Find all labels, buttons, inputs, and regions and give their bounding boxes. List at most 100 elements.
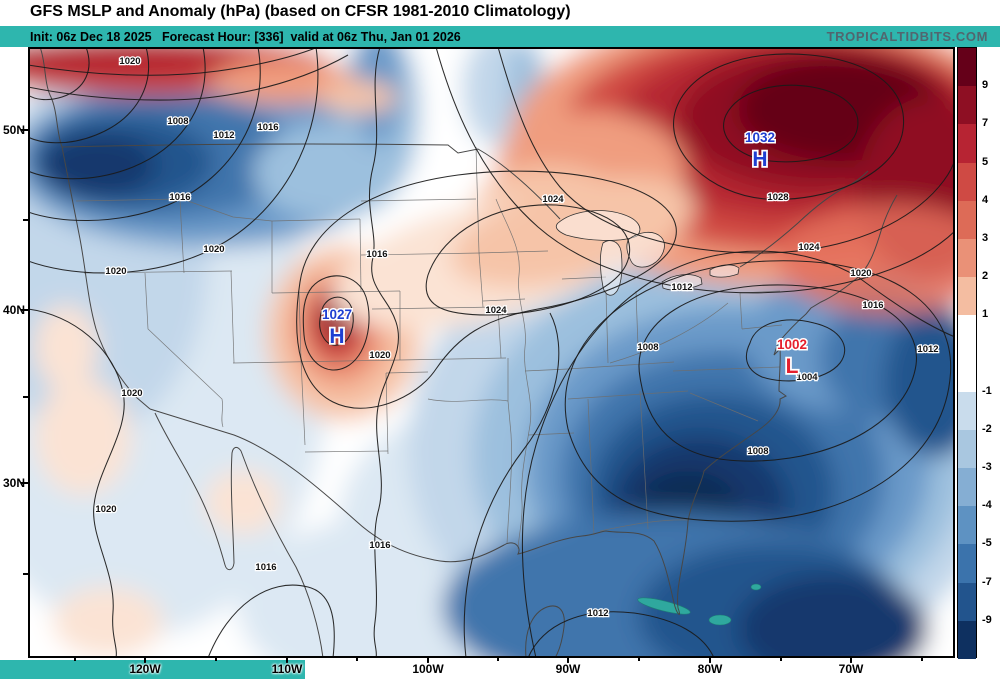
- axis-tick: [356, 657, 358, 661]
- info-bar: Init: 06z Dec 18 2025 Forecast Hour: [33…: [0, 26, 1000, 47]
- axis-tick: [23, 396, 28, 398]
- isobar-value-label: 1020: [121, 388, 142, 399]
- island-shape: [637, 597, 691, 615]
- state-border-line: [304, 450, 389, 453]
- axis-tick: [21, 309, 28, 311]
- lon-tick-label: 120W: [129, 662, 161, 676]
- state-border-line: [385, 372, 389, 455]
- coastline-path: [429, 194, 898, 615]
- isobar-path: [28, 47, 150, 144]
- axis-tick: [638, 657, 640, 661]
- lake-shape: [599, 240, 623, 296]
- colorbar-tick-label: -4: [982, 499, 992, 512]
- isobar-value-label: 1016: [366, 249, 387, 260]
- colorbar-segment: [958, 277, 976, 316]
- anomaly-blob: [205, 470, 281, 534]
- isobar-path: [28, 47, 319, 76]
- colorbar-tick-label: -3: [982, 461, 992, 474]
- isobar-value-label: 1024: [798, 242, 820, 253]
- state-border-line: [524, 368, 569, 372]
- axis-tick: [497, 657, 499, 661]
- isobar-path: [564, 260, 952, 522]
- state-border-line: [300, 359, 306, 446]
- anomaly-blob: [53, 587, 163, 657]
- isobar-path: [497, 47, 955, 254]
- lat-tick-label: 40N: [2, 303, 25, 317]
- colorbar: 9 7 5 4 3 2 1 -1 -2 -3 -4 -5 -7 -9: [957, 47, 1000, 659]
- map-area: 1020 1008 1012 1016 1016 1020 1020 1020 1020 1016…: [28, 47, 955, 658]
- isobar-value-label: 1012: [671, 282, 692, 293]
- isobar-path: [28, 47, 261, 222]
- state-border-line: [497, 306, 502, 359]
- colorbar-tick-label: 5: [982, 155, 989, 168]
- isobar-value-label: 1008: [747, 446, 768, 457]
- pressure-center-letter: H: [752, 148, 767, 171]
- colorbar-segment: [958, 315, 976, 392]
- lon-tick-label: 70W: [838, 662, 864, 676]
- map-title: GFS MSLP and Anomaly (hPa) (based on CFS…: [30, 3, 571, 20]
- isobar-path: [521, 250, 955, 658]
- colorbar-segment: [958, 238, 976, 278]
- axis-tick: [215, 657, 217, 661]
- axis-tick: [850, 657, 852, 663]
- colorbar-segment: [958, 544, 976, 583]
- anomaly-blob: [451, 176, 695, 288]
- coastline-path: [39, 47, 63, 148]
- axis-tick: [21, 129, 28, 131]
- isobar-path: [369, 47, 399, 658]
- isobar-value-label: 1016: [369, 540, 390, 551]
- colorbar-segment: [958, 620, 976, 659]
- state-border-line: [478, 250, 549, 254]
- axis-tick: [74, 657, 76, 661]
- state-border-line: [144, 272, 224, 428]
- isobar-value-label: 1016: [862, 300, 883, 311]
- isobar-path: [207, 584, 335, 658]
- state-border-line: [605, 290, 609, 364]
- coastline-path: [61, 143, 561, 220]
- state-border-line: [689, 392, 759, 422]
- isobar-path: [463, 312, 560, 658]
- anomaly-blob: [28, 47, 238, 79]
- isobar-path: [723, 84, 859, 163]
- isobar-path: [302, 275, 370, 371]
- isobar-value-label: 1008: [637, 342, 658, 353]
- isobar-path: [425, 204, 631, 316]
- state-border-line: [230, 270, 235, 364]
- isobar-path: [28, 47, 90, 101]
- state-border-line: [672, 366, 781, 372]
- colorbar-tick-label: -2: [982, 422, 992, 435]
- isobar-value-label: 1020: [95, 504, 116, 515]
- islands: [637, 583, 762, 626]
- colorbar-segment: [958, 200, 976, 239]
- pressure-center-value: 1002: [777, 337, 807, 352]
- lon-tick-label: 110W: [271, 662, 303, 676]
- lon-tick-label: 100W: [412, 662, 444, 676]
- colorbar-tick-label: -5: [982, 537, 992, 550]
- isobar-value-label: 1024: [485, 305, 507, 316]
- colorbar-tick-label: 7: [982, 117, 989, 130]
- isobar-value-label: 1012: [213, 130, 234, 141]
- anomaly-blob: [318, 81, 398, 113]
- state-border-line: [478, 252, 484, 308]
- isobar-value-label: 1020: [369, 350, 390, 361]
- state-border-line: [482, 298, 526, 302]
- anomaly-blob: [35, 379, 131, 495]
- colorbar-segment: [958, 468, 976, 507]
- state-border-line: [639, 390, 649, 530]
- axis-tick: [23, 573, 28, 575]
- isobar-path: [527, 611, 715, 658]
- map-frame: [28, 47, 955, 658]
- state-border-line: [599, 519, 690, 532]
- isobar-path: [296, 170, 677, 409]
- state-border-line: [359, 218, 362, 292]
- state-border-line: [385, 371, 429, 374]
- coastline-path: [149, 408, 431, 560]
- isobar-path: [28, 54, 349, 101]
- colorbar-tick-label: 2: [982, 270, 989, 283]
- colorbar-tick-label: 4: [982, 193, 989, 206]
- anomaly-blob: [34, 305, 98, 389]
- isobar-value-label: 1028: [767, 192, 788, 203]
- axis-tick: [709, 657, 711, 663]
- lat-tick-label: 50N: [2, 123, 25, 137]
- anomaly-shading: [28, 47, 955, 658]
